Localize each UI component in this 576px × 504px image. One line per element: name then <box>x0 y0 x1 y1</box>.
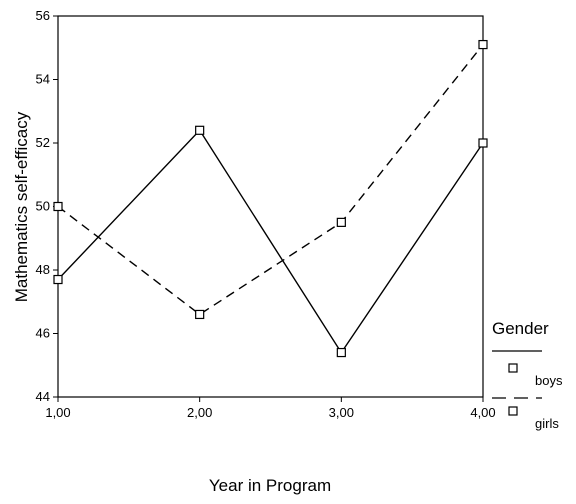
legend-items: boys girls <box>492 351 563 431</box>
data-point-girls <box>337 218 345 226</box>
data-point-boys <box>337 349 345 357</box>
y-tick-label: 56 <box>36 8 50 23</box>
legend-label-girls: girls <box>535 416 559 431</box>
y-tick-label: 48 <box>36 262 50 277</box>
legend-marker-girls <box>509 407 517 415</box>
data-point-boys <box>54 276 62 284</box>
series-lines <box>58 45 483 353</box>
x-tick-label: 3,00 <box>329 405 354 420</box>
plot-frame <box>58 16 483 397</box>
legend-title: Gender <box>492 319 549 338</box>
y-tick-label: 54 <box>36 72 50 87</box>
x-axis-title: Year in Program <box>209 476 331 495</box>
x-tick-label: 2,00 <box>187 405 212 420</box>
y-tick-label: 44 <box>36 389 50 404</box>
y-tick-label: 50 <box>36 199 50 214</box>
legend-marker-boys <box>509 364 517 372</box>
y-tick-label: 52 <box>36 135 50 150</box>
x-tick-label: 1,00 <box>45 405 70 420</box>
y-tick-label: 46 <box>36 326 50 341</box>
data-point-girls <box>54 203 62 211</box>
series-line-boys <box>58 130 483 352</box>
data-point-boys <box>479 139 487 147</box>
series-markers <box>54 41 487 357</box>
legend-label-boys: boys <box>535 373 563 388</box>
series-line-girls <box>58 45 483 315</box>
data-point-girls <box>196 310 204 318</box>
legend: Gender boys girls <box>492 319 563 431</box>
y-axis-title: Mathematics self-efficacy <box>12 111 31 302</box>
data-point-girls <box>479 41 487 49</box>
data-point-boys <box>196 126 204 134</box>
x-tick-label: 4,00 <box>470 405 495 420</box>
x-axis-ticks: 1,00 2,00 3,00 4,00 <box>45 397 495 420</box>
